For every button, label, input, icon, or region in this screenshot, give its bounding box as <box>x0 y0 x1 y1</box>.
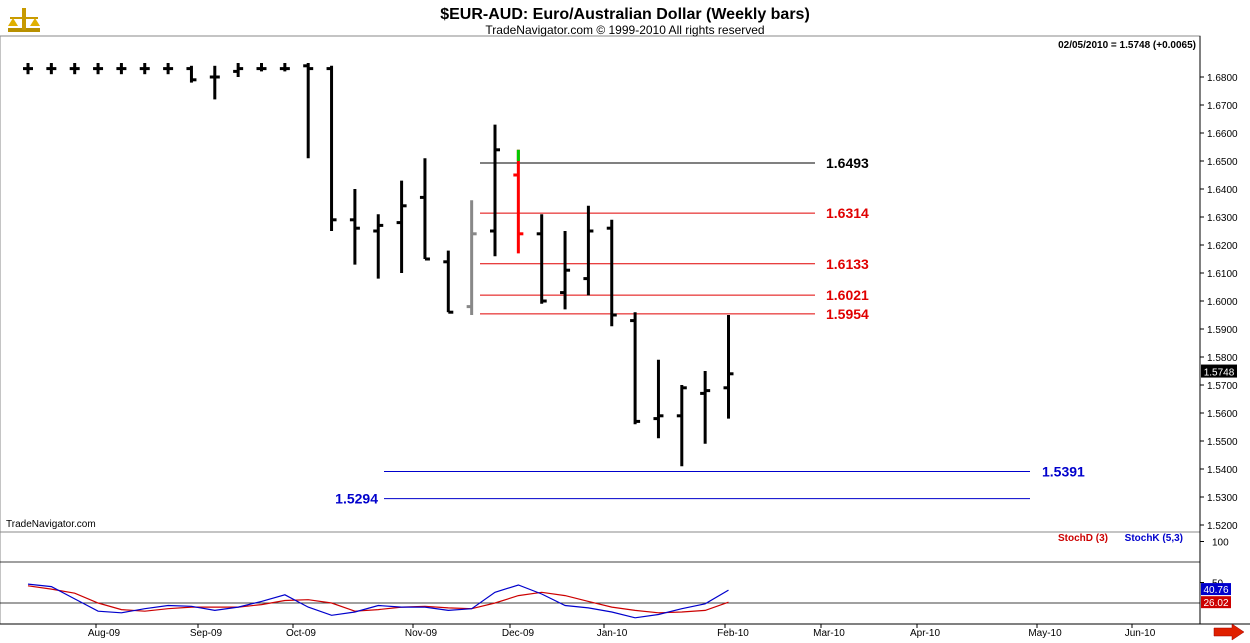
y-tick-label: 1.5700 <box>1207 381 1238 392</box>
level-label: 1.5954 <box>826 306 869 322</box>
ohlc-bar <box>419 158 430 261</box>
y-tick-label: 1.5400 <box>1207 465 1238 476</box>
stochd-value: 26.02 <box>1203 598 1228 609</box>
x-tick-label: Aug-09 <box>88 628 121 639</box>
y-tick-label: 1.6400 <box>1207 185 1238 196</box>
y-tick-label: 1.5900 <box>1207 325 1238 336</box>
ohlc-bar <box>653 359 664 439</box>
ohlc-bar <box>396 180 407 273</box>
ohlc-bar <box>93 63 104 75</box>
stochk-value: 40.76 <box>1203 585 1228 596</box>
ohlc-bar <box>46 63 57 75</box>
level-label: 1.6314 <box>826 205 869 221</box>
ohlc-bar <box>466 200 477 315</box>
level-label: 1.6133 <box>826 256 869 272</box>
x-tick-label: Apr-10 <box>910 628 940 639</box>
y-tick-label: 1.6700 <box>1207 101 1238 112</box>
stochk-value-box <box>1201 583 1231 596</box>
level-lines: 1.6493 1.6314 1.6133 1.6021 1.5954 1.5391 1.52… <box>335 155 1085 507</box>
y-tick-label: 1.6500 <box>1207 157 1238 168</box>
y-axis-strip <box>1200 36 1250 624</box>
stochd-line <box>27 585 729 614</box>
y-tick-label: 1.5300 <box>1207 493 1238 504</box>
y-tick-label: 1.6200 <box>1207 241 1238 252</box>
ohlc-bar <box>723 315 734 419</box>
y-tick-label: 1.6800 <box>1207 73 1238 84</box>
level-label: 1.5391 <box>1042 464 1085 480</box>
ohlc-bar <box>279 63 290 72</box>
ohlc-bar <box>606 219 617 327</box>
watermark: TradeNavigator.com <box>6 519 96 530</box>
chart-title: $EUR-AUD: Euro/Australian Dollar (Weekly… <box>440 6 810 23</box>
x-tick-label: Nov-09 <box>405 628 438 639</box>
x-tick-label: Oct-09 <box>286 628 316 639</box>
ohlc-bar <box>536 214 547 304</box>
y-tick-label: 1.5500 <box>1207 437 1238 448</box>
ohlc-bar <box>560 231 571 310</box>
stochd-legend: StochD (3) <box>1058 533 1108 544</box>
ohlc-bars <box>23 63 734 467</box>
ohlc-bar <box>209 65 220 100</box>
y-tick-label: 1.6100 <box>1207 269 1238 280</box>
ohlc-bar <box>373 214 384 279</box>
ohlc-bar <box>349 189 360 265</box>
ohlc-bar <box>139 63 150 75</box>
ohlc-bar <box>303 63 314 159</box>
ohlc-bar <box>233 63 244 77</box>
y-tick-label: 1.6300 <box>1207 213 1238 224</box>
right-arrow-icon[interactable] <box>1213 623 1245 641</box>
y-tick-label: 1.5600 <box>1207 409 1238 420</box>
y-axis-ticks: 1.6800 1.6700 1.6600 1.6500 1.6400 1.6300 1.62… <box>1200 73 1238 532</box>
level-label: 1.5294 <box>335 491 378 507</box>
stoch-tick-label: 100 <box>1212 538 1229 549</box>
stochd-value-box <box>1201 596 1231 609</box>
x-tick-label: Feb-10 <box>717 628 749 639</box>
ohlc-bar <box>116 63 127 75</box>
logo-icon <box>8 8 40 32</box>
y-tick-label: 1.5800 <box>1207 353 1238 364</box>
y-tick-label: 1.6600 <box>1207 129 1238 140</box>
ohlc-bar <box>186 65 197 83</box>
x-tick-label: Dec-09 <box>502 628 535 639</box>
last-price-info: 02/05/2010 = 1.5748 (+0.0065) <box>1058 40 1196 51</box>
x-tick-label: Jan-10 <box>597 628 628 639</box>
last-price-marker: 1.5748 <box>1201 364 1237 379</box>
y-tick-label: 1.5200 <box>1207 521 1238 532</box>
stoch-panel-bg <box>0 531 1201 625</box>
ohlc-bar <box>256 63 267 72</box>
ohlc-bar <box>700 371 711 444</box>
ohlc-bar <box>676 385 687 467</box>
chart-subtitle: TradeNavigator.com © 1999-2010 All right… <box>485 23 764 37</box>
y-tick-label: 1.6000 <box>1207 297 1238 308</box>
x-axis-ticks: Aug-09 Sep-09 Oct-09 Nov-09 Dec-09 Jan-10 Feb-… <box>88 624 1156 639</box>
ohlc-bar <box>23 63 33 75</box>
ohlc-bar <box>513 149 524 254</box>
last-price-label: 1.5748 <box>1204 368 1235 379</box>
ohlc-bar <box>490 124 500 257</box>
ohlc-bar <box>583 205 594 296</box>
stochk-legend: StochK (5,3) <box>1125 533 1183 544</box>
x-tick-label: Mar-10 <box>813 628 845 639</box>
ohlc-bar <box>326 65 337 231</box>
ohlc-bar <box>443 250 454 314</box>
ohlc-bar <box>630 312 641 425</box>
ohlc-bar <box>163 63 174 75</box>
ohlc-bar <box>69 63 80 75</box>
stochk-line <box>27 583 729 619</box>
level-label: 1.6021 <box>826 287 869 303</box>
price-panel-bg <box>0 35 1201 533</box>
x-tick-label: May-10 <box>1028 628 1062 639</box>
x-tick-label: Jun-10 <box>1125 628 1156 639</box>
level-label: 1.6493 <box>826 155 869 171</box>
x-tick-label: Sep-09 <box>190 628 223 639</box>
